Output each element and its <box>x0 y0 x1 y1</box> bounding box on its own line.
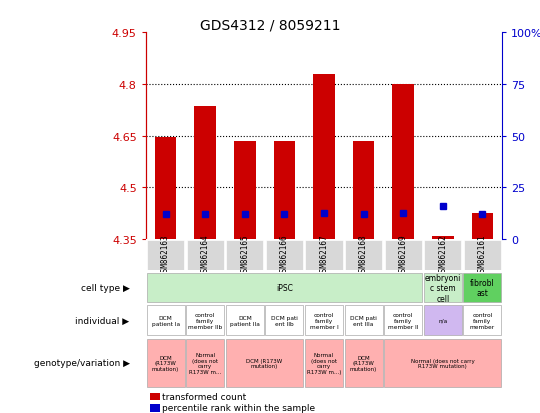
Bar <box>150 404 160 412</box>
FancyBboxPatch shape <box>187 240 224 270</box>
FancyBboxPatch shape <box>384 339 502 387</box>
FancyBboxPatch shape <box>186 306 224 335</box>
Bar <box>194 107 216 240</box>
FancyBboxPatch shape <box>424 274 462 302</box>
FancyBboxPatch shape <box>463 274 502 302</box>
FancyBboxPatch shape <box>305 339 343 387</box>
Bar <box>150 392 160 401</box>
Text: GSM862169: GSM862169 <box>399 234 408 276</box>
Text: percentile rank within the sample: percentile rank within the sample <box>161 404 315 413</box>
Text: control
family
member: control family member <box>470 312 495 329</box>
FancyBboxPatch shape <box>306 240 342 270</box>
FancyBboxPatch shape <box>305 306 343 335</box>
Bar <box>313 74 335 240</box>
Text: control
family
member II: control family member II <box>388 312 418 329</box>
Text: control
family
member I: control family member I <box>309 312 339 329</box>
FancyBboxPatch shape <box>186 339 224 387</box>
FancyBboxPatch shape <box>384 240 422 270</box>
Text: GSM862163: GSM862163 <box>161 234 170 276</box>
FancyBboxPatch shape <box>424 240 461 270</box>
FancyBboxPatch shape <box>226 240 264 270</box>
FancyBboxPatch shape <box>226 306 264 335</box>
Text: GSM862168: GSM862168 <box>359 234 368 276</box>
Text: transformed count: transformed count <box>161 392 246 401</box>
Text: Normal (does not carry
R173W mutation): Normal (does not carry R173W mutation) <box>411 358 475 368</box>
FancyBboxPatch shape <box>345 339 383 387</box>
Text: GSM862164: GSM862164 <box>201 234 210 276</box>
Text: GSM862161: GSM862161 <box>478 234 487 276</box>
Text: Normal
(does not
carry
R173W m...): Normal (does not carry R173W m...) <box>307 352 341 374</box>
Text: GSM862162: GSM862162 <box>438 234 447 276</box>
FancyBboxPatch shape <box>463 306 502 335</box>
FancyBboxPatch shape <box>146 274 422 302</box>
Text: GSM862165: GSM862165 <box>240 234 249 276</box>
Text: DCM
patient Ia: DCM patient Ia <box>152 315 180 326</box>
Text: individual ▶: individual ▶ <box>76 316 130 325</box>
Text: control
family
member IIb: control family member IIb <box>188 312 222 329</box>
Text: Normal
(does not
carry
R173W m...: Normal (does not carry R173W m... <box>189 352 221 374</box>
FancyBboxPatch shape <box>146 306 185 335</box>
Text: fibrobl
ast: fibrobl ast <box>470 278 495 298</box>
Text: DCM (R173W
mutation): DCM (R173W mutation) <box>246 358 283 368</box>
Text: GSM862166: GSM862166 <box>280 234 289 276</box>
FancyBboxPatch shape <box>265 306 303 335</box>
Bar <box>471 214 494 240</box>
Text: iPSC: iPSC <box>276 284 293 292</box>
FancyBboxPatch shape <box>147 240 184 270</box>
FancyBboxPatch shape <box>266 240 303 270</box>
Bar <box>155 138 177 240</box>
Bar <box>393 85 414 240</box>
FancyBboxPatch shape <box>345 240 382 270</box>
Bar <box>353 142 375 240</box>
Text: GSM862167: GSM862167 <box>320 234 328 276</box>
Text: DCM
patient IIa: DCM patient IIa <box>230 315 260 326</box>
Text: embryoni
c stem
cell: embryoni c stem cell <box>424 273 461 303</box>
Text: n/a: n/a <box>438 318 448 323</box>
FancyBboxPatch shape <box>384 306 422 335</box>
FancyBboxPatch shape <box>345 306 383 335</box>
FancyBboxPatch shape <box>226 339 303 387</box>
Bar <box>274 142 295 240</box>
Text: cell type ▶: cell type ▶ <box>80 284 130 292</box>
Text: DCM pati
ent IIIa: DCM pati ent IIIa <box>350 315 377 326</box>
Text: DCM pati
ent IIb: DCM pati ent IIb <box>271 315 298 326</box>
Text: genotype/variation ▶: genotype/variation ▶ <box>33 358 130 368</box>
Bar <box>234 142 256 240</box>
Text: DCM
(R173W
mutation): DCM (R173W mutation) <box>152 355 179 371</box>
FancyBboxPatch shape <box>146 339 185 387</box>
FancyBboxPatch shape <box>464 240 501 270</box>
Text: GDS4312 / 8059211: GDS4312 / 8059211 <box>200 19 340 33</box>
Bar <box>432 236 454 240</box>
FancyBboxPatch shape <box>424 306 462 335</box>
Text: DCM
(R173W
mutation): DCM (R173W mutation) <box>350 355 377 371</box>
